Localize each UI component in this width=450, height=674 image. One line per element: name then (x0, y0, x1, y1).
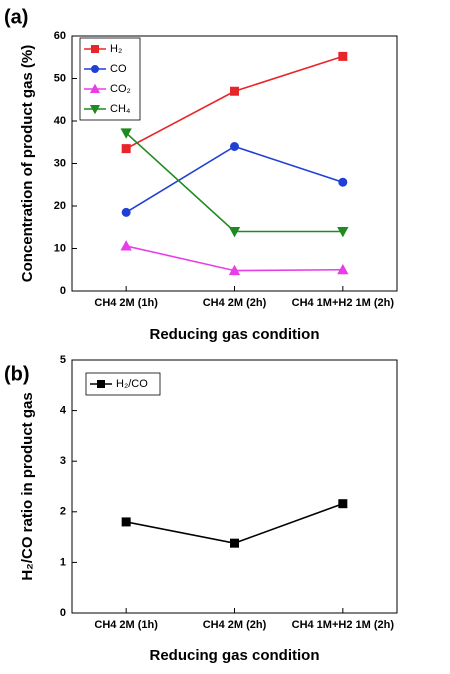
y-tick-label: 5 (60, 354, 66, 366)
y-tick-label: 40 (54, 115, 66, 127)
x-tick-label: CH4 2M (2h) (203, 619, 267, 631)
legend-label: CO (110, 63, 127, 75)
legend-box (79, 37, 141, 121)
marker (338, 51, 348, 61)
legend-label: H₂/CO (116, 378, 148, 390)
series-line (126, 502, 344, 544)
marker (91, 65, 99, 73)
marker (228, 227, 241, 238)
x-axis-title: Reducing gas condition (149, 326, 319, 343)
marker (337, 227, 349, 238)
marker (121, 207, 131, 217)
x-tick-label: CH4 1M+H2 1M (2h) (292, 619, 395, 631)
marker (230, 86, 239, 96)
marker (120, 128, 132, 139)
y-tick-label: 0 (60, 607, 66, 619)
marker (89, 105, 101, 115)
panel-label: (b) (4, 363, 30, 385)
y-tick-label: 2 (60, 506, 66, 518)
x-tick-label: CH4 2M (1h) (94, 619, 158, 631)
marker (230, 538, 239, 548)
y-tick-label: 30 (54, 157, 66, 169)
marker (338, 177, 348, 187)
y-tick-label: 20 (54, 200, 66, 212)
y-axis-title: Concentration of product gas (%) (19, 45, 36, 283)
y-axis-title: H₂/CO ratio in product gas (19, 392, 36, 580)
series-line (125, 55, 344, 150)
y-tick-label: 4 (60, 405, 67, 417)
marker (97, 380, 105, 388)
marker (121, 517, 131, 527)
y-tick-label: 0 (60, 285, 66, 297)
legend-label: CH₄ (110, 103, 131, 115)
y-tick-label: 3 (60, 455, 66, 467)
marker (228, 264, 241, 276)
plot-frame (71, 359, 398, 614)
x-tick-label: CH4 2M (1h) (94, 297, 158, 309)
x-tick-label: CH4 2M (2h) (203, 297, 267, 309)
legend-label: H₂ (110, 43, 122, 55)
x-axis-title: Reducing gas condition (149, 647, 319, 664)
y-tick-label: 10 (54, 242, 66, 254)
marker (337, 263, 349, 275)
marker (120, 240, 132, 251)
legend-box (85, 372, 161, 396)
legend-label: CO₂ (110, 83, 131, 95)
marker (91, 45, 99, 53)
marker (89, 83, 101, 93)
y-tick-label: 1 (60, 556, 66, 568)
marker (338, 499, 348, 509)
series-line (125, 145, 344, 214)
panel-label: (a) (4, 6, 28, 28)
marker (230, 142, 239, 151)
y-tick-label: 60 (54, 30, 66, 42)
x-tick-label: CH4 1M+H2 1M (2h) (292, 297, 395, 309)
y-tick-label: 50 (54, 72, 66, 84)
marker (121, 144, 131, 154)
